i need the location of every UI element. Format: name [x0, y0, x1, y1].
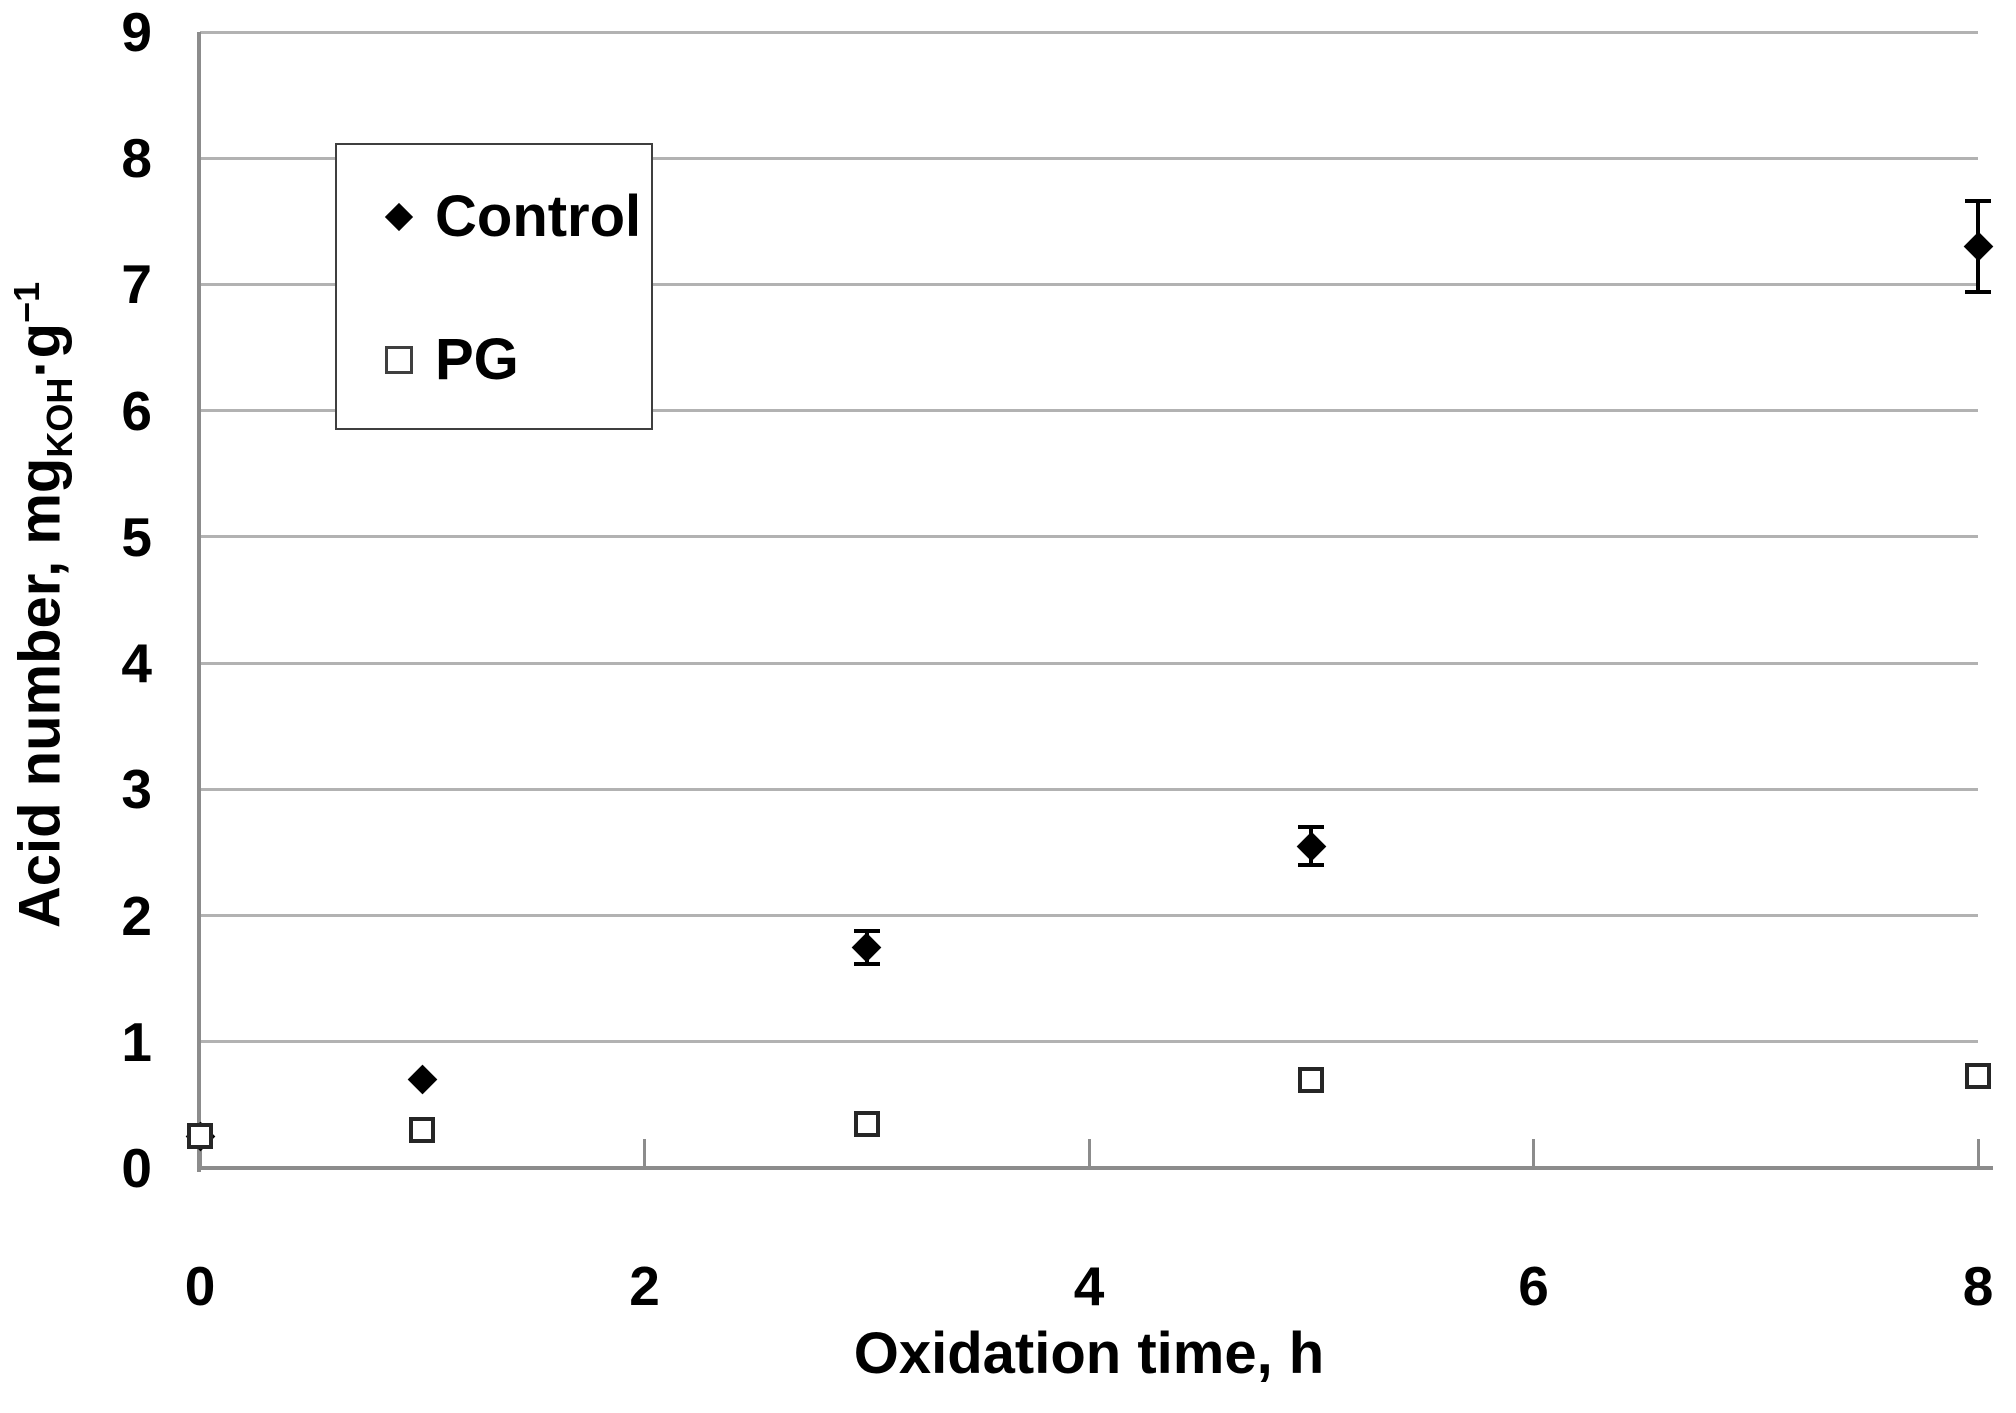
y-tick-label: 5: [121, 505, 152, 568]
pg-square-marker: [409, 1117, 436, 1144]
x-tick-mark-0: [198, 1139, 202, 1166]
x-axis-title: Oxidation time, h: [853, 1321, 1325, 1386]
control-diamond-marker: [1963, 231, 1993, 262]
filled-diamond-icon: [384, 202, 414, 232]
x-tick-label: 8: [1962, 1255, 1994, 1317]
legend: Control PG: [335, 143, 653, 430]
x-tick-label: 2: [629, 1255, 660, 1317]
pg-square-marker: [187, 1123, 213, 1150]
gridline-y2: [200, 914, 1978, 918]
y-tick-label: 7: [121, 253, 152, 316]
gridline-y8: [200, 156, 1978, 160]
error-bar-cap-top: [853, 928, 880, 933]
error-bar-cap-bottom: [853, 961, 880, 966]
x-tick-mark-8: [1976, 1139, 1980, 1166]
y-tick-label: 9: [121, 1, 152, 63]
gridline-y4: [200, 661, 1978, 665]
error-bar-cap-bottom: [1965, 290, 1991, 295]
y-tick-label: 1: [121, 1010, 152, 1073]
pg-square-marker: [853, 1110, 880, 1137]
y-tick-label: 3: [121, 758, 152, 821]
x-tick-label: 6: [1518, 1255, 1549, 1317]
y-tick-label: 0: [121, 1137, 152, 1199]
control-diamond-marker: [1296, 831, 1327, 861]
legend-label-pg: PG: [435, 327, 519, 392]
y-tick-label: 6: [121, 379, 152, 442]
x-tick-mark-4: [1087, 1139, 1091, 1166]
error-bar-cap-top: [1965, 199, 1991, 204]
gridline-y5: [200, 535, 1978, 539]
y-axis-line: [196, 32, 201, 1172]
pg-square-marker: [1965, 1062, 1991, 1089]
legend-item-control: Control: [384, 175, 642, 259]
gridline-y9: [200, 30, 1978, 34]
y-tick-label: 4: [121, 632, 152, 695]
x-tick-label: 4: [1073, 1255, 1105, 1317]
x-axis-line: [196, 1166, 1993, 1170]
control-diamond-marker: [851, 932, 882, 962]
error-bar-cap-bottom: [1298, 863, 1325, 868]
gridline-y1: [200, 1040, 1978, 1044]
gridline-y6: [200, 409, 1978, 413]
x-tick-label: 0: [184, 1255, 216, 1317]
gridline-y7: [200, 282, 1978, 286]
y-tick-label: 8: [121, 127, 152, 190]
gridline-y3: [200, 787, 1978, 791]
legend-label-control: Control: [435, 184, 642, 249]
pg-square-marker: [1298, 1066, 1325, 1093]
x-tick-mark-2: [643, 1139, 646, 1166]
error-bar-cap-top: [1298, 825, 1325, 830]
control-diamond-marker: [407, 1064, 438, 1095]
legend-item-pg: PG: [385, 318, 519, 402]
y-tick-label: 2: [121, 884, 152, 947]
open-square-icon: [385, 346, 413, 374]
x-tick-mark-6: [1532, 1139, 1535, 1166]
